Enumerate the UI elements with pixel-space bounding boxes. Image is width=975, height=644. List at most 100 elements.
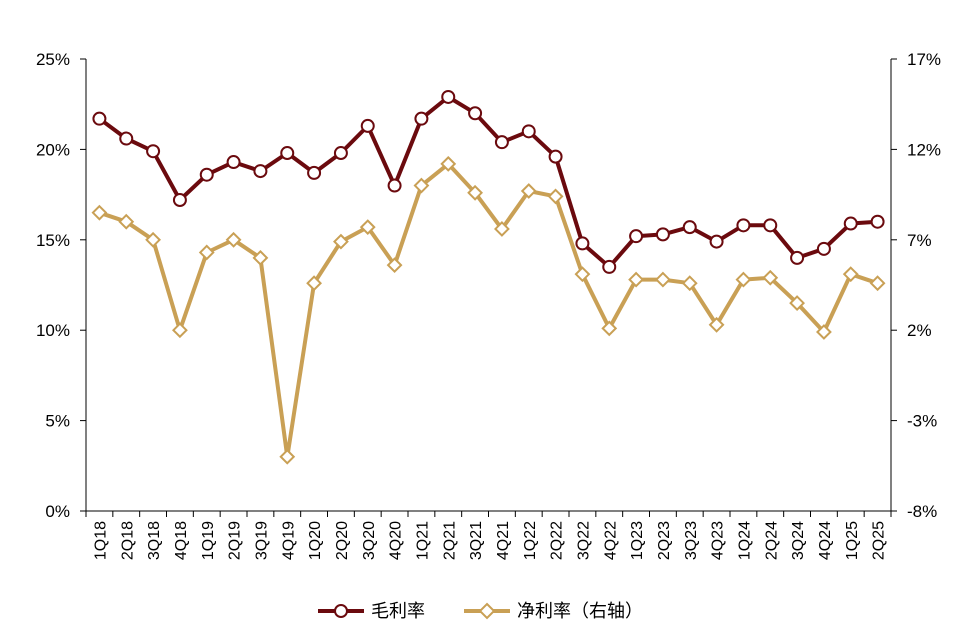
x-tick-label: 1Q20 — [307, 521, 324, 560]
data-point-net-margin — [655, 271, 671, 288]
x-tick-label: 2Q19 — [227, 521, 244, 560]
y-right-tick-label: -8% — [907, 502, 937, 521]
y-left-tick-label: 25% — [36, 50, 70, 69]
data-point-net-margin — [762, 269, 779, 286]
data-point-net-margin — [842, 266, 859, 283]
data-point-gross-margin — [790, 250, 805, 265]
x-tick-label: 1Q25 — [844, 521, 861, 560]
legend-label-net-margin: 净利率（右轴） — [517, 601, 643, 622]
x-tick-label: 3Q23 — [683, 521, 700, 560]
data-point-gross-margin — [333, 146, 348, 161]
data-point-net-margin — [386, 257, 403, 274]
data-point-gross-margin — [843, 216, 858, 231]
x-tick-label: 1Q21 — [414, 521, 431, 560]
data-point-net-margin — [198, 244, 215, 261]
x-tick-label: 4Q23 — [710, 521, 727, 560]
data-point-gross-margin — [172, 193, 187, 208]
x-tick-label: 1Q24 — [736, 521, 753, 560]
data-point-gross-margin — [92, 111, 107, 126]
x-tick-label: 4Q21 — [495, 521, 512, 560]
data-point-net-margin — [547, 188, 564, 205]
data-point-gross-margin — [253, 164, 268, 179]
data-point-net-margin — [681, 275, 698, 292]
x-tick-label: 2Q22 — [549, 521, 566, 560]
x-tick-label: 3Q20 — [361, 521, 378, 560]
x-tick-label: 3Q18 — [146, 521, 163, 560]
data-point-gross-margin — [548, 149, 563, 164]
x-tick-label: 4Q22 — [602, 521, 619, 560]
x-tick-label: 2Q18 — [119, 521, 136, 560]
data-point-gross-margin — [307, 165, 322, 180]
data-point-net-margin — [252, 249, 269, 266]
x-tick-label: 1Q19 — [200, 521, 217, 560]
data-point-gross-margin — [736, 218, 751, 233]
series-markers — [91, 89, 886, 465]
data-point-net-margin — [413, 177, 430, 194]
data-point-net-margin — [118, 213, 135, 230]
data-point-gross-margin — [655, 227, 670, 242]
x-tick-label: 3Q22 — [575, 521, 592, 560]
axes: 25% 20% 15% 10% 5% 0% 17% 12% 7% 2% -3% -8% 1Q18 2Q18… — [36, 50, 941, 560]
x-tick-label: 1Q22 — [522, 521, 539, 560]
data-point-gross-margin — [146, 144, 161, 159]
data-point-net-margin — [574, 266, 591, 283]
x-tick-label: 4Q20 — [388, 521, 405, 560]
y-right-tick-label: 2% — [907, 321, 932, 340]
data-point-gross-margin — [226, 155, 241, 170]
series-line-gross-margin — [98, 95, 878, 269]
y-left-tick-label: 5% — [45, 412, 70, 431]
data-point-net-margin — [628, 271, 644, 288]
data-point-gross-margin — [709, 234, 724, 249]
x-tick-label: 2Q20 — [334, 521, 351, 560]
y-left-tick-label: 20% — [36, 140, 70, 159]
x-tick-label: 3Q21 — [468, 521, 485, 560]
data-point-net-margin — [520, 183, 537, 199]
x-tick-label: 2Q24 — [763, 521, 780, 560]
data-point-net-margin — [225, 231, 242, 248]
y-right-tick-label: 17% — [907, 50, 941, 69]
x-tick-label: 4Q19 — [280, 521, 297, 560]
data-point-gross-margin — [763, 218, 778, 233]
legend-marker-net-margin — [478, 602, 496, 620]
data-point-gross-margin — [602, 259, 617, 274]
data-point-net-margin — [172, 322, 188, 339]
data-point-net-margin — [708, 316, 725, 333]
x-tick-label: 2Q21 — [441, 521, 458, 560]
data-point-net-margin — [333, 233, 349, 250]
y-left-tick-label: 15% — [36, 231, 70, 250]
data-point-gross-margin — [119, 131, 134, 146]
data-point-net-margin — [440, 155, 457, 172]
x-tick-label: 2Q25 — [871, 521, 888, 560]
data-point-net-margin — [869, 275, 886, 292]
series-lines — [98, 95, 879, 459]
legend: 毛利率 净利率（右轴） — [318, 601, 643, 622]
data-point-gross-margin — [199, 167, 214, 182]
legend-marker-gross-margin — [334, 604, 348, 618]
series-line-net-margin — [98, 161, 879, 459]
data-point-net-margin — [145, 231, 161, 248]
x-tick-label: 4Q18 — [173, 521, 190, 560]
y-right-tick-label: 12% — [907, 140, 941, 159]
data-point-gross-margin — [468, 106, 483, 121]
data-point-gross-margin — [414, 111, 429, 126]
legend-label-gross-margin: 毛利率 — [371, 601, 425, 622]
data-point-net-margin — [279, 448, 296, 465]
y-left-tick-label: 0% — [45, 502, 70, 521]
x-tick-label: 4Q24 — [817, 521, 834, 560]
y-right-tick-label: -3% — [907, 412, 937, 431]
y-left-tick-label: 10% — [36, 321, 70, 340]
data-point-net-margin — [359, 219, 376, 236]
data-point-gross-margin — [575, 236, 590, 251]
x-tick-label: 1Q18 — [92, 521, 109, 560]
data-point-net-margin — [735, 271, 752, 288]
data-point-gross-margin — [682, 220, 697, 235]
data-point-gross-margin — [816, 241, 831, 256]
x-tick-label: 3Q24 — [790, 521, 807, 560]
data-point-gross-margin — [280, 146, 295, 161]
data-point-net-margin — [789, 295, 805, 311]
data-point-gross-margin — [629, 229, 644, 244]
x-tick-label: 1Q23 — [629, 521, 646, 560]
data-point-net-margin — [601, 320, 618, 337]
data-point-gross-margin — [360, 118, 375, 133]
